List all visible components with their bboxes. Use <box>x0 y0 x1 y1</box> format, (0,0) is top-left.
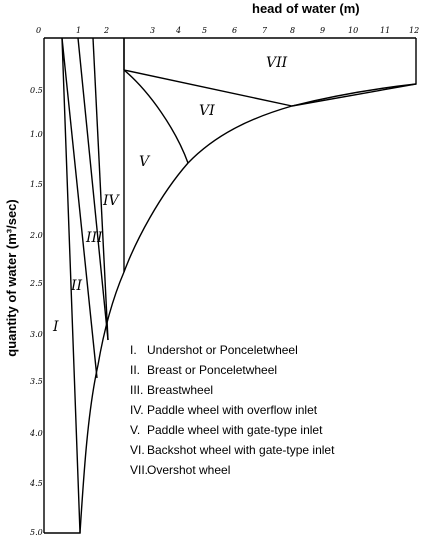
y-tick-label: 1.5 <box>30 180 43 189</box>
region-III-boundary <box>77 37 109 341</box>
region-label-V: V <box>139 154 151 170</box>
y-tick-label: 2.0 <box>29 231 43 240</box>
legend-text: Paddle wheel with gate-type inlet <box>147 423 323 437</box>
y-tick-label: 4.0 <box>29 429 43 438</box>
legend-text: Paddle wheel with overflow inlet <box>147 403 318 417</box>
y-tick-label: 1.0 <box>30 130 43 139</box>
legend-numeral: II. <box>130 363 140 377</box>
x-tick-label: 2 <box>103 26 109 35</box>
x-tick-label: 11 <box>380 26 390 35</box>
y-tick-label: 2.5 <box>29 279 43 288</box>
x-tick-label: 0 <box>36 26 41 35</box>
envelope-curve <box>79 83 417 534</box>
legend-item: IV. Paddle wheel with overflow inlet <box>130 403 318 417</box>
region-label-II: II <box>70 278 83 294</box>
legend-item: VI. Backshot wheel with gate-type inlet <box>130 443 335 457</box>
legend-text: Backshot wheel with gate-type inlet <box>147 443 335 457</box>
x-tick-label: 3 <box>150 26 155 35</box>
x-tick-label: 4 <box>175 26 181 35</box>
legend-item: VII. Overshot wheel <box>130 463 230 477</box>
region-VI-boundary <box>123 69 293 107</box>
y-tick-labels: 0.5 1.0 1.5 2.0 2.5 3.0 3.5 4.0 4.5 5.0 <box>29 86 43 537</box>
legend-item: I. Undershot or Ponceletwheel <box>130 343 298 357</box>
region-label-VII: VII <box>266 55 288 71</box>
region-labels: I II III IV V VI VII <box>52 55 288 335</box>
x-tick-label: 8 <box>290 26 295 35</box>
y-tick-label: 3.0 <box>30 330 43 339</box>
x-tick-label: 6 <box>232 26 237 35</box>
region-label-IV: IV <box>102 193 121 209</box>
legend-text: Breastwheel <box>147 383 213 397</box>
legend: I. Undershot or Ponceletwheel II. Breast… <box>130 343 335 477</box>
y-tick-label: 0.5 <box>30 86 43 95</box>
legend-numeral: I. <box>130 343 137 357</box>
region-VII-boundary <box>123 38 417 107</box>
y-tick-label: 5.0 <box>30 528 43 537</box>
x-tick-label: 7 <box>262 26 268 35</box>
legend-numeral: VI. <box>130 443 145 457</box>
x-tick-label: 1 <box>76 26 81 35</box>
x-tick-label: 10 <box>348 26 358 35</box>
y-tick-label: 3.5 <box>30 377 43 386</box>
legend-text: Overshot wheel <box>147 463 230 477</box>
region-label-III: III <box>85 230 103 246</box>
legend-item: III. Breastwheel <box>130 383 213 397</box>
region-boundaries <box>44 37 417 534</box>
legend-numeral: VII. <box>130 463 148 477</box>
region-label-I: I <box>52 319 59 335</box>
y-tick-label: 4.5 <box>29 479 43 488</box>
legend-item: II. Breast or Ponceletwheel <box>130 363 277 377</box>
x-tick-label: 9 <box>320 26 325 35</box>
legend-numeral: V. <box>130 423 140 437</box>
legend-text: Breast or Ponceletwheel <box>147 363 277 377</box>
legend-text: Undershot or Ponceletwheel <box>147 343 298 357</box>
y-axis-label: quantity of water (m³/sec) <box>4 199 19 356</box>
region-II-boundary <box>61 37 98 379</box>
x-axis-label: head of water (m) <box>252 1 360 16</box>
legend-numeral: III. <box>130 383 143 397</box>
x-tick-label: 5 <box>202 26 207 35</box>
region-V-boundary <box>123 69 189 164</box>
x-tick-labels: 0 1 2 3 4 5 6 7 8 9 10 11 12 <box>36 26 419 35</box>
region-IV-boundary <box>92 37 109 341</box>
legend-item: V. Paddle wheel with gate-type inlet <box>130 423 323 437</box>
region-label-VI: VI <box>199 103 215 119</box>
x-tick-label: 12 <box>409 26 419 35</box>
legend-numeral: IV. <box>130 403 144 417</box>
